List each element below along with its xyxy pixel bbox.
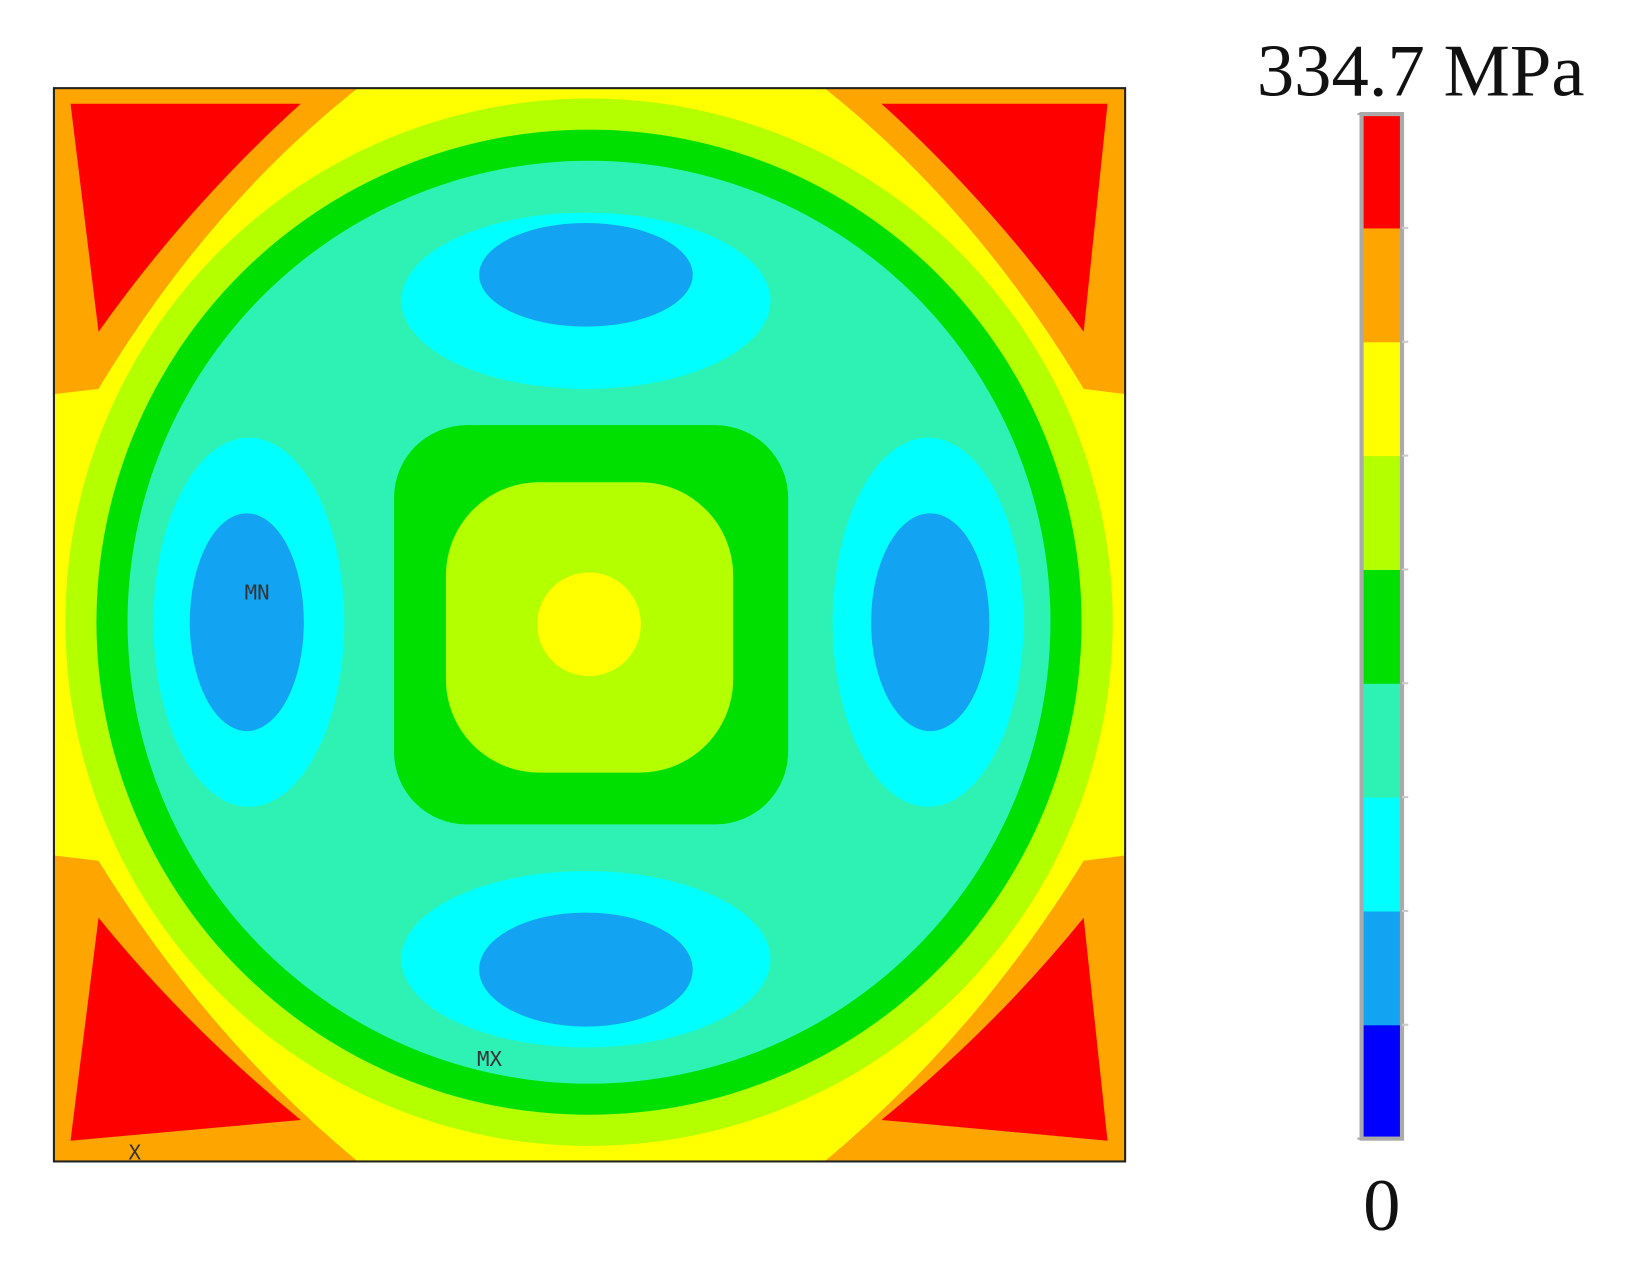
colorbar-band xyxy=(1361,797,1403,912)
colorbar-band xyxy=(1361,114,1403,229)
colorbar-band xyxy=(1361,569,1403,684)
colorbar-border xyxy=(1359,111,1405,1141)
colorbar-band xyxy=(1361,910,1403,1026)
colorbar: 0 334.7 MPa xyxy=(1257,29,1585,1246)
colorbar-band xyxy=(1361,341,1403,457)
colorbar-band xyxy=(1361,683,1403,798)
contour-plot xyxy=(53,88,1126,1162)
max-marker: MX xyxy=(477,1047,502,1071)
colorbar-band xyxy=(1361,455,1403,570)
min-marker: MN xyxy=(245,580,270,604)
colorbar-tick-label: 334.7 MPa xyxy=(1257,29,1585,112)
colorbar-tick-label: 0 xyxy=(1363,1164,1400,1247)
colorbar-band xyxy=(1361,1024,1403,1140)
axis-label: X xyxy=(129,1140,142,1164)
colorbar-band xyxy=(1361,227,1403,343)
plate-border xyxy=(52,87,1127,1163)
